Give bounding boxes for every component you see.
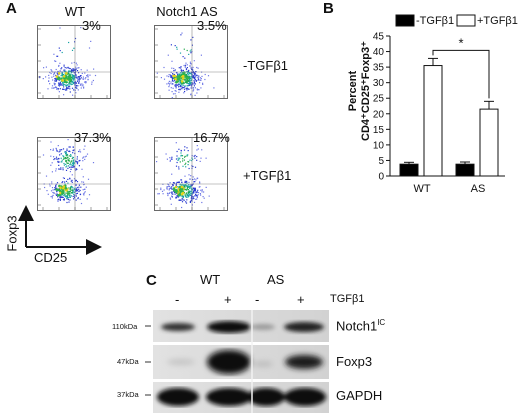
panel-b-letter: B xyxy=(323,0,334,17)
x-tick-label: WT xyxy=(413,183,430,195)
lane-sign-4: + xyxy=(297,292,305,307)
bar xyxy=(399,163,419,177)
legend-swatch xyxy=(395,14,415,27)
y-tick-label: 45 xyxy=(373,32,385,43)
percent-wt-untreated: 3% xyxy=(82,18,101,33)
lane-sign-2: + xyxy=(224,292,232,307)
blot-group-as: AS xyxy=(267,272,285,287)
y-tick-label: 15 xyxy=(373,125,385,136)
percent-as-treated: 16.7% xyxy=(193,130,230,145)
panel-a-letter: A xyxy=(6,0,17,17)
mw-110: 110kDa xyxy=(112,322,138,331)
facs-plot-as-treated xyxy=(154,137,228,211)
percent-as-untreated: 3.5% xyxy=(197,18,227,33)
x-tick-label: AS xyxy=(471,183,486,195)
facs-svg xyxy=(37,137,111,211)
blot-group-wt: WT xyxy=(200,272,221,287)
y-tick-label: 40 xyxy=(373,47,385,58)
facs-svg xyxy=(37,25,111,99)
row-label-treated: +TGFβ1 xyxy=(243,168,292,183)
legend-swatch xyxy=(456,14,476,27)
bar xyxy=(479,108,499,177)
column-header-notch1-as: Notch1 AS xyxy=(156,4,218,19)
y-tick-label: 0 xyxy=(378,172,384,183)
facs-axis-arrows xyxy=(18,205,102,255)
band-label-foxp3: Foxp3 xyxy=(336,354,373,369)
western-blot xyxy=(145,310,329,413)
lane-sign-3: - xyxy=(255,292,260,307)
column-header-wt: WT xyxy=(64,4,86,19)
panel-c-letter: C xyxy=(146,272,157,289)
y-tick-label: 30 xyxy=(373,78,385,89)
bar xyxy=(423,65,443,177)
facs-plot-as-untreated xyxy=(154,25,228,99)
bar xyxy=(455,163,475,177)
facs-plot-wt-treated xyxy=(37,137,111,211)
significance-star: * xyxy=(458,35,463,50)
legend-label: -TGFβ1 xyxy=(416,15,454,27)
facs-svg xyxy=(154,137,228,211)
bar-chart: 0 5 10 15 20 25 30 35 40 45 -TGFβ1 +TGFβ1 WT AS * xyxy=(373,14,518,195)
y-tick-label: 5 xyxy=(378,156,384,167)
facs-svg xyxy=(154,25,228,99)
treatment-label: TGFβ1 xyxy=(330,293,365,305)
legend-label: +TGFβ1 xyxy=(477,15,518,27)
y-tick-label: 35 xyxy=(373,63,385,74)
band-label-notch1: Notch1IC xyxy=(336,318,385,333)
facs-y-axis-label: Foxp3 xyxy=(4,215,20,252)
facs-x-axis-label: CD25 xyxy=(34,250,68,265)
significance-bracket xyxy=(432,49,490,99)
band-label-gapdh: GAPDH xyxy=(336,388,383,403)
row-label-untreated: -TGFβ1 xyxy=(243,58,289,73)
percent-wt-treated: 37.3% xyxy=(74,130,111,145)
mw-37: 37kDa xyxy=(117,390,139,399)
band-label-notch1-text: Notch1 xyxy=(336,318,378,334)
facs-plot-wt-untreated xyxy=(37,25,111,99)
lane-sign-1: - xyxy=(175,292,180,307)
y-tick-label: 20 xyxy=(373,109,385,120)
mw-47: 47kDa xyxy=(117,357,139,366)
y-tick-label: 25 xyxy=(373,94,385,105)
y-tick-label: 10 xyxy=(373,140,385,151)
band-label-notch1-sup: IC xyxy=(377,318,386,327)
